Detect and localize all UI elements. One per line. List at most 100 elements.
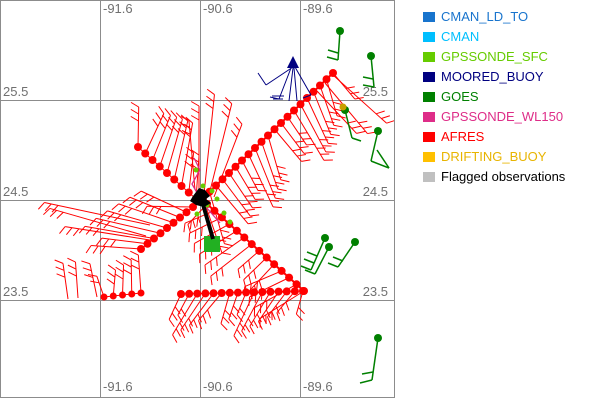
barb-tick [89,218,97,226]
barb-shaft [254,147,276,199]
barb-shaft [215,185,249,225]
barb-shaft [267,135,282,180]
afres-wind-barb [85,245,142,255]
afres-station-dot [177,182,186,190]
afres-station-dot [277,119,285,127]
barb-tick [155,206,162,215]
barb-tick [92,245,99,254]
barb-tick [201,226,203,237]
drifting-buoy-dot [339,103,347,111]
afres-wind-barb [319,85,343,128]
afres-station-dot [100,293,108,301]
barb-tick [256,313,262,323]
barb-tick [230,312,238,320]
barb-shaft [62,263,69,300]
barb-tick [194,230,197,240]
barb-tick [180,308,187,317]
barb-tick [272,191,282,194]
barb-tick [258,280,263,290]
afres-wind-barb [130,101,140,148]
barb-shaft [188,120,196,191]
barb-tick [220,229,230,233]
barb-tick [221,110,229,118]
barb-shaft [181,122,194,187]
afres-station-dot [184,188,193,197]
barb-tick [115,259,124,266]
barb-tick [359,379,373,384]
barb-tick [296,313,303,321]
afres-station-dot [148,156,157,164]
afres-station-dot [283,112,292,121]
buoy-barb-line [294,66,312,96]
barb-tick [333,124,343,128]
barb-tick [271,311,276,320]
barb-tick [174,306,181,315]
barb-shaft [235,166,256,200]
afres-wind-barb [115,259,125,296]
afres-station-dot [251,144,259,152]
afres-wind-barb [222,178,260,217]
barb-shaft [209,191,225,244]
goes-wind-barb [304,243,333,275]
barb-tick [115,266,124,273]
barb-shaft [168,293,182,320]
barb-shaft [249,263,275,291]
afres-wind-barb [59,226,157,242]
goes-wind-barb [327,238,359,268]
goes-station-dot [374,127,382,135]
barb-shaft [203,94,215,195]
barb-tick [306,251,318,257]
barb-tick [285,301,290,311]
barb-shaft [204,237,245,266]
barb-tick [275,181,285,185]
afres-station-dot [163,169,171,177]
barb-tick [168,116,175,125]
barb-tick [210,260,213,270]
barb-tick [185,116,193,124]
goes-wind-barb [326,27,344,61]
afres-wind-barb [130,250,142,294]
legend-item-moored-buoy: MOORED_BUOY [423,67,565,87]
barb-tick [237,269,241,279]
barb-shaft [101,237,148,245]
afres-wind-barb [241,160,267,192]
afres-station-dot [290,106,298,115]
barb-tick [361,371,374,375]
afres-wind-barb [276,290,296,322]
barb-tick [56,211,64,219]
afres-station-dot [231,162,240,171]
buoy-barb-line [302,94,312,99]
barb-tick [68,271,77,277]
goes-station-dot [367,52,375,60]
barb-shaft [259,290,305,319]
afres-station-dot [242,288,251,297]
barb-tick [326,56,339,61]
barb-tick [107,271,116,278]
afres-station-dot [233,288,242,297]
afres-wind-barb [96,237,148,248]
barb-tick [124,208,133,215]
barb-shaft [49,207,147,237]
barb-tick [123,255,132,261]
barb-tick [84,274,93,278]
legend-swatch [423,112,435,122]
afres-station-dot [247,240,256,249]
afres-wind-barb [261,141,287,192]
barb-tick [241,203,251,206]
barb-tick [67,257,76,263]
afres-track-far-sw-line [87,250,145,301]
barb-tick [172,334,178,343]
barb-tick [304,269,316,275]
afres-wind-barb [332,74,394,124]
barb-tick [296,154,306,157]
barb-shaft [107,210,168,229]
lon-label-bottom: -90.6 [203,379,233,394]
barb-shaft [122,265,125,296]
barb-tick [187,224,192,234]
lon-label-top: -90.6 [203,1,233,16]
barb-tick [109,239,117,248]
goes-station-dot [325,243,333,251]
barb-shaft [228,172,253,209]
barb-tick [248,274,252,284]
